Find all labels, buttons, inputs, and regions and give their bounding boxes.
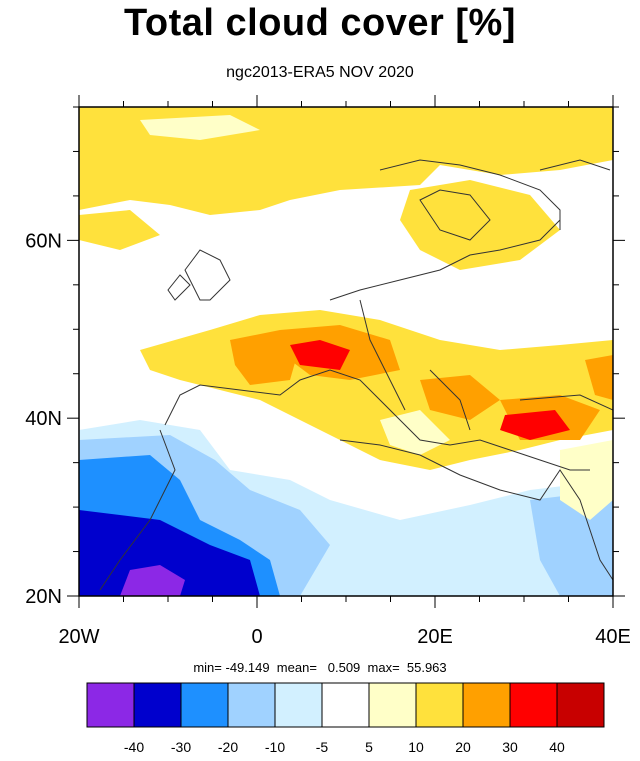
colorbar-swatch [86,682,135,728]
y-tick-label: 40N [25,408,62,430]
colorbar-label: -5 [316,739,329,755]
colorbar-swatch [274,682,323,728]
stats-line: min= -49.149 mean= 0.509 max= 55.963 [193,660,447,675]
cloud-cover-map: 20W 0 20E 40E 20N 40N 60N [25,95,631,648]
colorbar-label: 30 [502,739,518,755]
colorbar-label: -20 [218,739,238,755]
colorbar-label: -40 [124,739,144,755]
colorbar-label: 5 [365,739,373,755]
map-field [79,107,613,596]
x-tick-label: 20W [58,626,99,648]
colorbar-swatch [462,682,511,728]
x-tick-label: 0 [251,626,262,648]
y-tick-label: 20N [25,586,62,608]
colorbar-swatch [321,682,370,728]
colorbar-label: 10 [408,739,424,755]
x-tick-label: 20E [417,626,453,648]
colorbar-swatch [133,682,182,728]
colorbar-label: 40 [549,739,565,755]
x-tick-label: 40E [595,626,631,648]
axis-ticks: 20W 0 20E 40E 20N 40N 60N [25,95,631,648]
colorbar-swatch [368,682,417,728]
colorbar-swatch [509,682,558,728]
colorbar-label: -10 [265,739,285,755]
colorbar-swatch [415,682,464,728]
colorbar-swatch [180,682,229,728]
colorbar-swatch [227,682,276,728]
colorbar-swatch [556,682,605,728]
y-tick-label: 60N [25,230,62,252]
colorbar-label: 20 [455,739,471,755]
colorbar-label: -30 [171,739,191,755]
map-subtitle: ngc2013-ERA5 NOV 2020 [226,64,414,81]
map-title: Total cloud cover [%] [124,2,516,44]
